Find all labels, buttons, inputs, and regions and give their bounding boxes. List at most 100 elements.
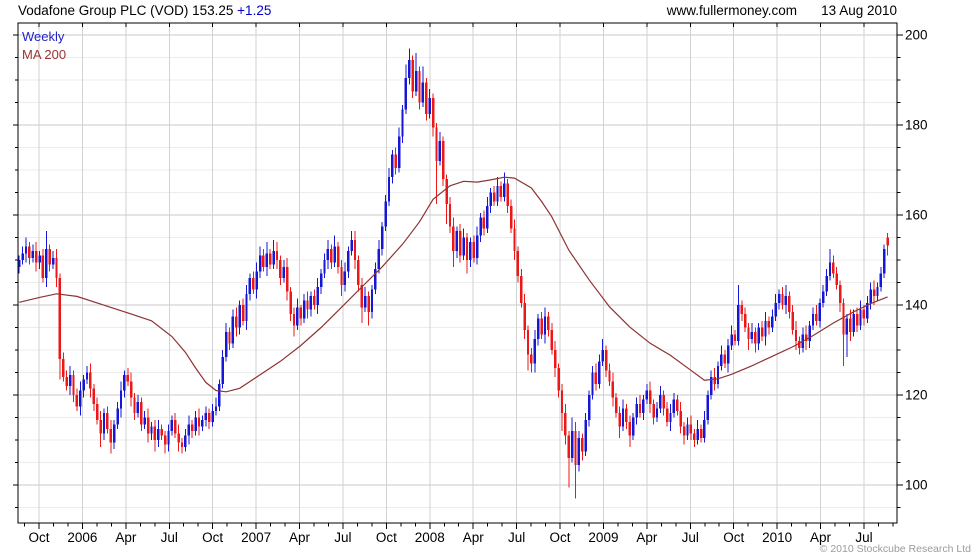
candle-body-down (611, 381, 615, 398)
candle-body-down (581, 437, 584, 452)
candle-body-up (245, 293, 248, 321)
candle-body-down (482, 217, 486, 229)
candle-body-up (537, 318, 540, 339)
candle-body-down (743, 314, 747, 328)
candle-body-up (621, 408, 625, 427)
v-gridlines (38, 23, 865, 523)
candle-body-up (102, 413, 106, 434)
candle-body-up (167, 431, 170, 445)
candle-body-down (665, 408, 669, 422)
candle-body-down (567, 435, 570, 458)
candle-body-up (672, 399, 676, 413)
candle-body-down (723, 354, 726, 364)
candle-body-down (109, 428, 112, 443)
x-axis-label: 2009 (588, 530, 618, 545)
y-axis-label: 160 (905, 208, 928, 223)
x-axis-label: Oct (28, 530, 49, 545)
candle-body-up (706, 395, 710, 420)
candle-body-down (336, 246, 340, 267)
candle-body-down (28, 246, 31, 258)
candle-body-down (509, 206, 513, 229)
y-axis-label: 120 (905, 388, 928, 403)
candle-body-down (207, 413, 211, 422)
candle-body-down (431, 98, 435, 128)
candle-body-up (720, 354, 723, 366)
candle-body-up (876, 287, 879, 296)
candle-body-down (445, 179, 448, 204)
candle-body-down (180, 442, 184, 447)
candle-body-up (703, 419, 706, 438)
candle-body-down (299, 307, 302, 319)
candle-body-up (503, 183, 506, 197)
candle-body-down (275, 251, 279, 260)
candles-weekly (18, 48, 889, 499)
candle-body-up (211, 410, 214, 422)
x-axis-label: Oct (376, 530, 397, 545)
candle-body-down (747, 327, 750, 339)
candle-body-down (129, 381, 133, 398)
candle-body-down (191, 424, 194, 431)
candle-body-up (82, 379, 85, 391)
candle-body-up (347, 251, 350, 272)
candle-body-up (750, 332, 754, 339)
candle-body-down (34, 251, 38, 263)
candle-body-down (740, 305, 743, 314)
candle-body-down (560, 390, 564, 413)
candle-body-down (781, 293, 784, 305)
candle-body-up (479, 217, 482, 236)
candle-body-up (757, 327, 760, 344)
candle-body-down (713, 377, 716, 384)
candle-body-up (119, 390, 123, 409)
candle-body-down (838, 284, 842, 303)
axis-ticks (13, 23, 903, 529)
candle-body-down (48, 248, 51, 265)
candle-body-down (394, 154, 397, 168)
candle-body-up (777, 293, 781, 303)
candle-body-up (818, 302, 821, 321)
candle-body-down (794, 329, 798, 341)
candle-body-down (174, 419, 177, 434)
candle-body-down (618, 413, 621, 427)
candle-body-down (252, 278, 255, 290)
candle-body-up (231, 316, 235, 344)
candle-body-down (126, 374, 129, 382)
candle-body-down (520, 275, 523, 303)
candle-body-up (38, 255, 41, 263)
candle-body-down (55, 257, 58, 278)
candle-body-up (143, 417, 146, 425)
candle-body-down (693, 433, 696, 440)
candle-body-up (201, 419, 204, 427)
candle-body-up (737, 305, 740, 341)
candle-body-up (380, 226, 384, 249)
candle-body-down (550, 329, 553, 350)
x-axis-label: Jul (855, 530, 872, 545)
candle-body-up (51, 257, 55, 265)
candle-body-down (133, 397, 136, 413)
candle-body-up (112, 424, 116, 443)
candle-body-down (62, 359, 65, 377)
candle-body-up (469, 242, 472, 260)
candle-body-up (808, 325, 811, 341)
candle-body-up (716, 365, 720, 384)
candle-body-down (815, 314, 818, 321)
candle-body-down (574, 431, 577, 465)
candle-body-up (462, 237, 465, 256)
candle-body-up (326, 248, 330, 260)
candle-body-down (862, 309, 866, 319)
candle-body-up (224, 332, 228, 357)
y-axis-label: 140 (905, 298, 928, 313)
website-text: www.fullermoney.com (666, 3, 797, 18)
candle-body-up (374, 269, 377, 290)
candle-body-up (669, 413, 672, 422)
x-axis-label: Oct (202, 530, 223, 545)
candle-body-up (577, 437, 581, 465)
candle-body-down (160, 428, 163, 436)
candle-body-up (584, 419, 587, 452)
candle-body-up (764, 320, 767, 337)
candle-body-up (828, 262, 832, 276)
candle-body-down (676, 399, 679, 411)
candle-body-down (458, 230, 462, 256)
candle-body-up (123, 374, 126, 391)
x-axis-label: Jul (334, 530, 351, 545)
h-gridlines-minor (18, 57, 897, 508)
